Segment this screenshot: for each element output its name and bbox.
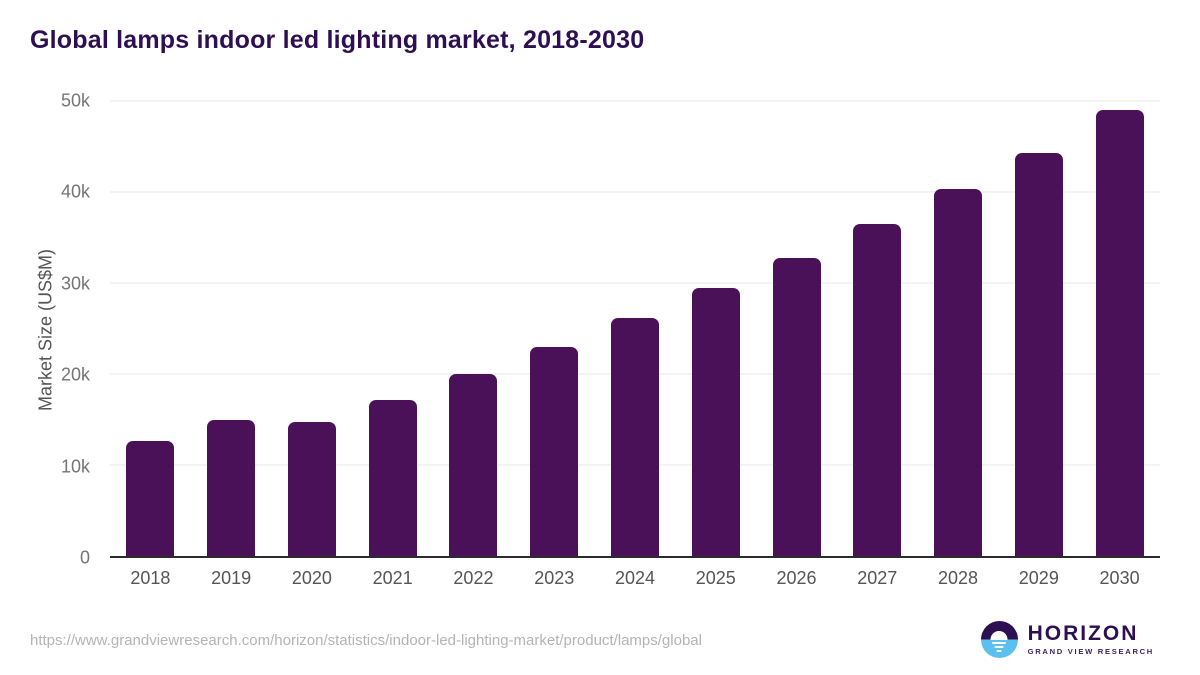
- bar-slot-2019: [191, 101, 272, 556]
- y-tick-50k: 50k: [60, 90, 90, 111]
- bar-slot-2027: [837, 101, 918, 556]
- bar-2028: [934, 189, 983, 556]
- gridline-50k: [110, 100, 1160, 102]
- sun-reflection-line: [996, 649, 1002, 652]
- x-tick-2018: 2018: [130, 568, 171, 588]
- bar-2024: [610, 317, 659, 556]
- bar-slot-2030: [1079, 101, 1160, 556]
- x-tick-2025: 2025: [695, 568, 736, 588]
- x-tick-2019: 2019: [211, 568, 252, 588]
- gridline-40k: [110, 191, 1160, 193]
- x-axis-labels: 2018 2019 2020 2021 2022 2023 2024 2025 2026 2027…: [110, 568, 1160, 589]
- bar-2022: [449, 374, 498, 556]
- page-title: Global lamps indoor led lighting market,…: [30, 26, 645, 54]
- bar-slot-2026: [756, 101, 837, 556]
- bar-slot-2023: [514, 101, 595, 556]
- y-tick-0: 0: [79, 547, 90, 568]
- logo-name: HORIZON: [1027, 621, 1139, 645]
- x-tick-2027: 2027: [857, 568, 898, 588]
- y-tick-40k: 40k: [60, 181, 90, 202]
- y-tick-10k: 10k: [60, 456, 90, 477]
- bar-slot-2021: [352, 101, 433, 556]
- x-tick-2026: 2026: [776, 568, 817, 588]
- bar-slot-2018: [110, 101, 191, 556]
- bar-slot-2020: [272, 101, 353, 556]
- bar-2027: [853, 223, 902, 556]
- sun-dome: [990, 630, 1008, 640]
- x-tick-2023: 2023: [534, 568, 575, 588]
- bar-slot-2029: [998, 101, 1079, 556]
- y-tick-20k: 20k: [60, 364, 90, 385]
- x-tick-2022: 2022: [453, 568, 494, 588]
- bar-2019: [207, 419, 256, 556]
- sun-reflection-line: [994, 645, 1004, 648]
- bar-2025: [691, 287, 740, 556]
- x-tick-2028: 2028: [938, 568, 979, 588]
- x-tick-2024: 2024: [614, 568, 655, 588]
- bar-slot-2025: [675, 101, 756, 556]
- bar-2029: [1014, 152, 1063, 556]
- sun-reflection-line: [992, 641, 1007, 644]
- bar-chart-plot-area: [110, 100, 1160, 558]
- x-tick-2030: 2030: [1099, 568, 1140, 588]
- horizon-logo: HORIZON GRAND VIEW RESEARCH: [980, 621, 1154, 658]
- bar-series: [110, 101, 1160, 556]
- bar-slot-2024: [595, 101, 676, 556]
- x-tick-2029: 2029: [1018, 568, 1059, 588]
- x-tick-2021: 2021: [372, 568, 413, 588]
- logo-subtitle: GRAND VIEW RESEARCH: [1027, 647, 1154, 657]
- gridline-30k: [110, 282, 1160, 284]
- logo-text: HORIZON GRAND VIEW RESEARCH: [1027, 621, 1154, 657]
- bar-2020: [287, 422, 336, 556]
- horizon-sun-icon: [980, 621, 1018, 658]
- x-tick-2020: 2020: [291, 568, 332, 588]
- y-axis-ticks: 0 10k 20k 30k 40k 50k: [0, 91, 100, 568]
- bar-2030: [1095, 110, 1144, 556]
- y-tick-30k: 30k: [60, 273, 90, 294]
- bar-2026: [772, 257, 821, 556]
- bar-2023: [530, 346, 579, 556]
- source-url: https://www.grandviewresearch.com/horizo…: [30, 632, 702, 649]
- bar-2018: [126, 441, 175, 556]
- bar-slot-2022: [433, 101, 514, 556]
- bar-2021: [368, 400, 417, 556]
- bar-slot-2028: [918, 101, 999, 556]
